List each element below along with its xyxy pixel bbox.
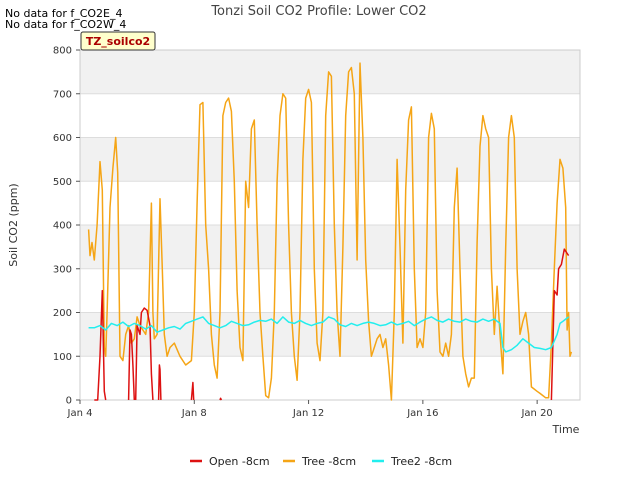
- series-line-open-8cm-3: [157, 364, 162, 401]
- tag-label: TZ_soilco2: [86, 35, 150, 48]
- y-axis-title: Soil CO2 (ppm): [7, 183, 20, 266]
- x-axis-title: Time: [552, 423, 580, 436]
- no-data-notice-1: No data for f_CO2E_4: [5, 7, 123, 20]
- y-tick-label-3: 300: [53, 264, 72, 275]
- y-axis-ticks: 0 100 200 300 400 500 600 700 800: [53, 46, 80, 407]
- y-tick-label-7: 700: [53, 89, 72, 100]
- series-line-open-8cm-6: [550, 248, 570, 401]
- series-line-open-8cm-0: [94, 289, 107, 401]
- y-tick-label-0: 0: [66, 396, 72, 407]
- x-tick-label-3: Jan 16: [406, 408, 438, 419]
- series-line-open-8cm-1: [127, 329, 136, 401]
- legend-label-tree2-8cm: Tree2 -8cm: [390, 455, 452, 468]
- legend-label-open-8cm: Open -8cm: [209, 455, 270, 468]
- band-7: [80, 50, 580, 94]
- x-axis-ticks: Jan 4 Jan 8 Jan 12 Jan 16 Jan 20: [67, 400, 553, 419]
- y-tick-label-8: 800: [53, 46, 72, 57]
- y-tick-label-2: 200: [53, 308, 72, 319]
- series-line-open-8cm-5: [219, 397, 223, 401]
- legend: Open -8cm Tree -8cm Tree2 -8cm: [190, 455, 452, 468]
- y-tick-label-4: 400: [53, 221, 72, 232]
- y-tick-label-5: 500: [53, 177, 72, 188]
- legend-label-tree-8cm: Tree -8cm: [301, 455, 356, 468]
- background-bands: [80, 50, 580, 357]
- series-line-open-8cm-2: [134, 307, 154, 401]
- x-tick-label-4: Jan 20: [520, 408, 552, 419]
- chart-title: Tonzi Soil CO2 Profile: Lower CO2: [210, 4, 426, 19]
- band-3: [80, 225, 580, 269]
- x-tick-label-1: Jan 8: [181, 408, 207, 419]
- series-line-tree2-8cm-0: [88, 316, 570, 353]
- x-tick-label-2: Jan 12: [292, 408, 324, 419]
- y-tick-label-6: 600: [53, 133, 72, 144]
- y-tick-label-1: 100: [53, 352, 72, 363]
- series-layer: [87, 62, 573, 401]
- series-line-open-8cm-4: [190, 381, 195, 401]
- no-data-notice-2: No data for f_CO2W_4: [5, 18, 127, 31]
- x-tick-label-0: Jan 4: [67, 408, 93, 419]
- band-5: [80, 137, 580, 182]
- tag-box: TZ_soilco2: [80, 31, 156, 51]
- series-line-tree-8cm-0: [87, 62, 573, 401]
